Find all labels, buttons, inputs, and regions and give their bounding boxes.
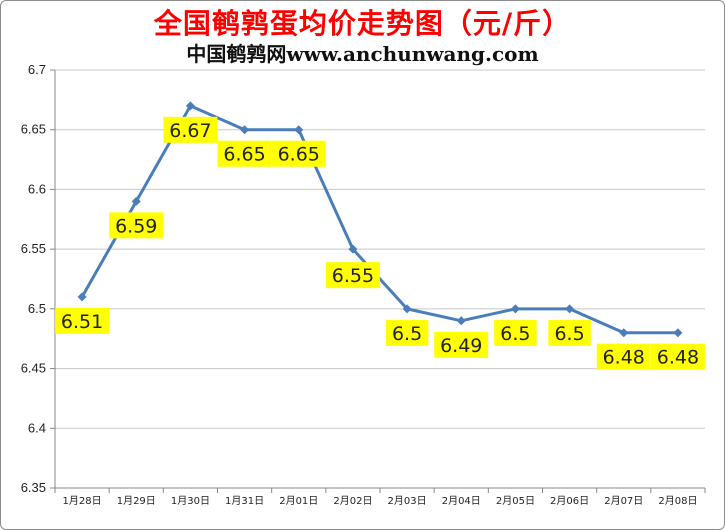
y-tick-label: 6.35: [21, 480, 46, 495]
data-label-box: [109, 212, 164, 239]
x-tick-label: 2月06日: [550, 495, 589, 507]
data-label-box: [385, 319, 429, 346]
data-label: 6.59: [115, 215, 157, 237]
data-label: 6.65: [223, 144, 265, 166]
data-label: 6.5: [554, 323, 584, 345]
data-point: [673, 328, 683, 338]
data-label-box: [494, 319, 537, 346]
data-label: 6.5: [500, 323, 530, 345]
data-point: [240, 125, 250, 135]
data-label: 6.55: [332, 265, 374, 287]
data-labels: 6.51 6.59 6.67 6.65 6.65 6.55 6.5 6.49 6.5 6.5 6.4…: [55, 116, 705, 370]
data-label-box: [55, 307, 110, 334]
data-label: 6.5: [392, 323, 422, 345]
y-tick-label: 6.55: [21, 241, 46, 256]
data-label-box: [217, 140, 272, 167]
data-point: [456, 316, 466, 326]
x-tick-label: 1月29日: [117, 495, 156, 507]
x-tick-label: 1月31日: [225, 495, 264, 507]
data-point: [510, 304, 520, 314]
x-axis-ticks: 1月28日 1月29日 1月30日 1月31日 2月01日 2月02日 2月03日 2月04日…: [54, 488, 706, 507]
data-point: [185, 101, 195, 111]
data-label-box: [325, 262, 380, 289]
data-label: 6.65: [278, 144, 320, 166]
y-tick-label: 6.7: [28, 62, 46, 77]
x-tick-label: 2月02日: [333, 495, 372, 507]
data-label: 6.48: [603, 347, 645, 369]
data-label: 6.49: [440, 335, 482, 357]
gridlines: [55, 69, 705, 429]
data-label-box: [650, 343, 705, 370]
y-tick-label: 6.65: [21, 122, 46, 137]
data-label: 6.51: [61, 311, 103, 333]
y-tick-label: 6.6: [28, 181, 46, 196]
x-tick-label: 1月30日: [171, 495, 210, 507]
data-point: [348, 244, 358, 254]
x-tick-label: 2月04日: [442, 495, 481, 507]
data-point: [565, 304, 575, 314]
chart-title: 全国鹌鹑蛋均价走势图（元/斤）: [153, 7, 572, 40]
data-label-box: [271, 140, 326, 167]
data-label: 6.67: [169, 120, 211, 142]
y-tick-label: 6.4: [28, 420, 46, 435]
data-point: [77, 292, 87, 302]
data-point: [294, 125, 304, 135]
data-point: [619, 328, 629, 338]
x-tick-label: 2月01日: [279, 495, 318, 507]
y-axis-ticks: 6.35 6.4 6.45 6.5 6.55 6.6 6.65 6.7: [21, 62, 55, 495]
x-tick-label: 2月05日: [496, 495, 535, 507]
x-tick-label: 2月03日: [388, 495, 427, 507]
data-point: [131, 196, 141, 206]
x-tick-label: 2月07日: [604, 495, 643, 507]
y-tick-label: 6.45: [21, 361, 46, 376]
data-label: 6.48: [657, 347, 699, 369]
data-label-box: [596, 343, 651, 370]
chart-subtitle: 中国鹌鹑网www.anchunwang.com: [186, 42, 539, 66]
data-label-box: [434, 331, 489, 358]
data-label-box: [548, 319, 591, 346]
data-label-box: [163, 116, 218, 143]
data-point: [402, 304, 412, 314]
data-markers: [77, 101, 683, 338]
x-tick-label: 1月28日: [63, 495, 102, 507]
y-tick-label: 6.5: [28, 301, 46, 316]
x-tick-label: 2月08日: [658, 495, 697, 507]
